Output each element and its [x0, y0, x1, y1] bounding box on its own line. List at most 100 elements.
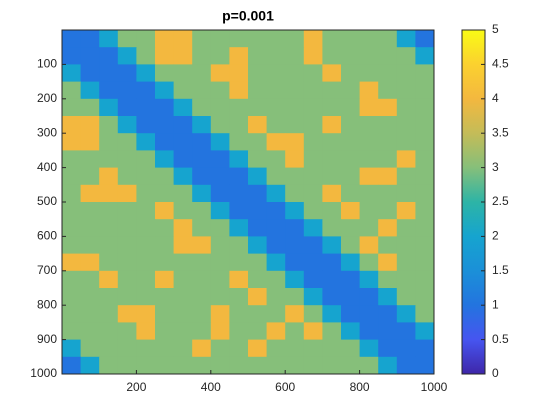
heatmap-cell — [62, 98, 81, 117]
heatmap-cell — [117, 150, 137, 168]
heatmap-cell — [192, 81, 212, 100]
heatmap-cell — [285, 305, 305, 323]
heatmap-cell — [99, 30, 119, 48]
colorbar-tick-label: 1.5 — [492, 263, 509, 277]
heatmap-cell — [415, 64, 435, 82]
heatmap-cell — [341, 98, 360, 117]
heatmap-cell — [285, 270, 305, 289]
heatmap-cell — [359, 167, 379, 186]
heatmap-cell — [378, 98, 398, 117]
heatmap-cell — [192, 253, 212, 272]
heatmap-cell — [192, 305, 212, 323]
heatmap-cell — [396, 322, 416, 340]
heatmap-cell — [378, 167, 398, 186]
heatmap-cell — [99, 116, 119, 134]
heatmap-cell — [359, 236, 379, 254]
heatmap-cell — [415, 30, 435, 48]
heatmap-cell — [359, 150, 379, 168]
heatmap-cell — [341, 133, 360, 151]
heatmap-cell — [192, 64, 212, 82]
heatmap-cell — [192, 116, 212, 134]
heatmap-cell — [248, 167, 267, 186]
heatmap-cell — [341, 47, 360, 65]
heatmap-cell — [210, 47, 230, 65]
heatmap-cell — [229, 133, 249, 151]
heatmap-cell — [415, 322, 435, 340]
heatmap-cell — [155, 270, 174, 289]
heatmap-cell — [415, 356, 435, 375]
heatmap-cell — [229, 288, 249, 306]
heatmap-cell — [396, 167, 416, 186]
heatmap-cell — [80, 64, 100, 82]
heatmap-cell — [322, 47, 342, 65]
heatmap-cell — [266, 47, 286, 65]
heatmap-cell — [99, 270, 119, 289]
y-tick-label: 300 — [37, 125, 57, 139]
heatmap-cell — [322, 322, 342, 340]
heatmap-cell — [117, 219, 137, 237]
heatmap-cell — [80, 356, 100, 375]
heatmap-cell — [192, 47, 212, 65]
heatmap-cell — [210, 236, 230, 254]
heatmap-cell — [155, 98, 174, 117]
heatmap-cell — [341, 81, 360, 100]
heatmap-cell — [229, 81, 249, 100]
heatmap-cell — [210, 150, 230, 168]
heatmap-cell — [359, 202, 379, 220]
y-tick-label: 1000 — [30, 366, 57, 380]
heatmap-cell — [322, 184, 342, 203]
heatmap-cell — [155, 116, 174, 134]
heatmap-cell — [266, 167, 286, 186]
heatmap-cell — [322, 133, 342, 151]
heatmap-cell — [229, 64, 249, 82]
heatmap-cell — [62, 64, 81, 82]
heatmap-cell — [210, 202, 230, 220]
heatmap-cell — [248, 270, 267, 289]
heatmap-cell — [248, 64, 267, 82]
heatmap-cell — [415, 81, 435, 100]
heatmap-cell — [136, 133, 156, 151]
heatmap-cell — [303, 339, 323, 358]
heatmap-cell — [117, 133, 137, 151]
heatmap-cell — [341, 219, 360, 237]
heatmap-cell — [285, 288, 305, 306]
heatmap-cell — [136, 219, 156, 237]
heatmap-cell — [415, 288, 435, 306]
heatmap-cell — [136, 305, 156, 323]
colorbar-tick-label: 4.5 — [492, 57, 509, 71]
heatmap-cell — [396, 202, 416, 220]
heatmap-cell — [155, 81, 174, 100]
heatmap-cell — [62, 356, 81, 375]
heatmap-cell — [62, 30, 81, 48]
heatmap-cell — [359, 81, 379, 100]
heatmap-cell — [378, 150, 398, 168]
heatmap — [62, 30, 435, 375]
y-tick-label: 600 — [37, 229, 57, 243]
heatmap-cell — [80, 98, 100, 117]
heatmap-cell — [192, 184, 212, 203]
heatmap-cell — [80, 305, 100, 323]
heatmap-cell — [359, 133, 379, 151]
heatmap-cell — [210, 30, 230, 48]
heatmap-cell — [210, 64, 230, 82]
heatmap-cell — [192, 167, 212, 186]
heatmap-cell — [210, 98, 230, 117]
heatmap-cell — [229, 356, 249, 375]
heatmap-cell — [341, 356, 360, 375]
heatmap-cell — [378, 133, 398, 151]
heatmap-cell — [266, 270, 286, 289]
heatmap-cell — [99, 339, 119, 358]
heatmap-cell — [303, 184, 323, 203]
heatmap-cell — [192, 30, 212, 48]
heatmap-cell — [192, 98, 212, 117]
heatmap-cell — [80, 202, 100, 220]
heatmap-cell — [80, 288, 100, 306]
heatmap-cell — [322, 202, 342, 220]
heatmap-cell — [303, 253, 323, 272]
chart-title: p=0.001 — [222, 8, 274, 24]
heatmap-cell — [322, 305, 342, 323]
heatmap-cell — [266, 133, 286, 151]
heatmap-cell — [378, 116, 398, 134]
heatmap-cell — [248, 236, 267, 254]
